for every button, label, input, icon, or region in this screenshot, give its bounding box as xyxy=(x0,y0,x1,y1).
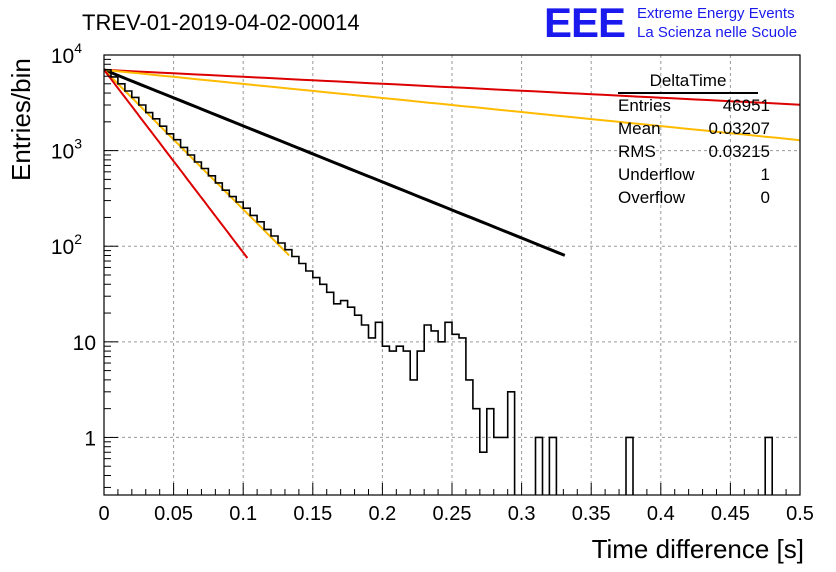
stats-row-rms: RMS 0.03215 xyxy=(612,140,782,163)
stats-row-underflow: Underflow 1 xyxy=(612,163,782,186)
grid-lines xyxy=(104,55,800,495)
x-tick-label: 0 xyxy=(98,503,109,525)
stats-value: 1 xyxy=(760,165,770,184)
y-tick-label: 104 xyxy=(51,40,82,68)
histogram-line xyxy=(104,69,773,495)
stats-row-mean: Mean 0.03207 xyxy=(612,117,782,140)
stats-row-entries: Entries 46951 xyxy=(612,94,782,117)
stats-box: DeltaTime Entries 46951 Mean 0.03207 RMS… xyxy=(612,70,782,209)
fit-line-0 xyxy=(104,68,566,257)
x-tick-label: 0.5 xyxy=(786,503,814,525)
logo-caption: Extreme Energy Events La Scienza nelle S… xyxy=(637,4,797,42)
y-tick-label: 10 xyxy=(73,332,96,355)
logo-caption-line2: La Scienza nelle Scuole xyxy=(637,24,798,41)
fit-line-1 xyxy=(104,68,800,106)
y-tick-label: 103 xyxy=(51,136,82,164)
x-tick-label: 0.15 xyxy=(293,503,332,525)
stats-value: 0.03215 xyxy=(708,142,770,161)
stats-value: 0.03207 xyxy=(708,119,770,138)
x-tick-label: 0.1 xyxy=(229,503,257,525)
series-group xyxy=(104,68,800,495)
y-axis-label: Entries/bin xyxy=(6,58,36,181)
logo-caption-line1: Extreme Energy Events xyxy=(637,5,795,22)
y-tick-label: 102 xyxy=(51,231,82,259)
stats-title: DeltaTime xyxy=(618,70,758,94)
y-tick-label: 1 xyxy=(84,427,96,450)
x-tick-label: 0.35 xyxy=(572,503,611,525)
x-tick-label: 0.4 xyxy=(647,503,675,525)
axes-group: 0 0.05 0.1 0.15 0.2 0.25 0.3 0.35 0.4 0.45 0.51101… xyxy=(51,40,814,525)
stats-value: 0 xyxy=(760,188,770,207)
stats-label: Mean xyxy=(618,119,661,138)
x-axis-label: Time difference [s] xyxy=(591,534,804,564)
x-tick-label: 0.45 xyxy=(711,503,750,525)
x-tick-label: 0.2 xyxy=(368,503,396,525)
chart-title: TREV-01-2019-04-02-00014 xyxy=(82,10,360,35)
stats-label: Entries xyxy=(618,96,671,115)
x-tick-label: 0.3 xyxy=(508,503,536,525)
fit-line-4 xyxy=(104,69,249,259)
x-tick-label: 0.05 xyxy=(154,503,193,525)
fit-line-2 xyxy=(104,68,800,142)
stats-value: 46951 xyxy=(722,96,770,115)
x-tick-label: 0.25 xyxy=(433,503,472,525)
stats-label: Underflow xyxy=(618,165,695,184)
stats-row-overflow: Overflow 0 xyxy=(612,186,782,209)
stats-label: RMS xyxy=(618,142,656,161)
eee-logo: EEE xyxy=(544,0,626,46)
stats-label: Overflow xyxy=(618,188,686,207)
